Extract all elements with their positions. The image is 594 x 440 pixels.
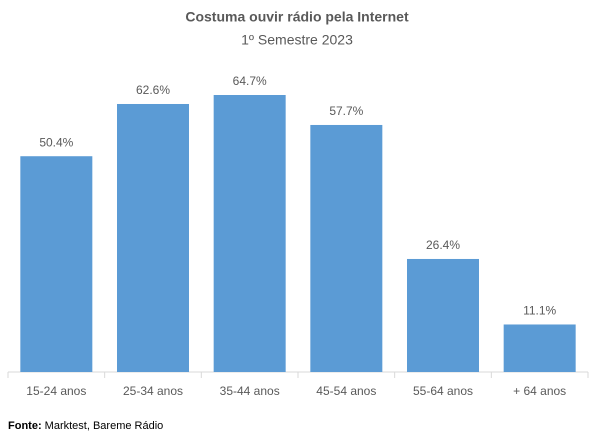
value-label: 26.4% [426, 238, 460, 252]
value-label: 50.4% [39, 135, 73, 149]
x-tick-label: 15-24 anos [26, 384, 86, 398]
bar [407, 258, 479, 372]
bar [213, 95, 286, 372]
x-tick-label: 55-64 anos [413, 384, 473, 398]
source: Fonte: Marktest, Bareme Rádio [8, 420, 163, 432]
value-label: 62.6% [136, 83, 170, 97]
bar [503, 324, 576, 372]
x-tick-label: 25-34 anos [123, 384, 183, 398]
bar [117, 103, 189, 372]
source-label: Fonte: [8, 420, 42, 432]
x-tick-label: 35-44 anos [220, 384, 280, 398]
bar [310, 124, 383, 372]
chart-title: Costuma ouvir rádio pela Internet [185, 9, 409, 25]
value-label: 11.1% [523, 304, 556, 318]
value-label: 57.7% [329, 104, 363, 118]
x-tick-label: + 64 anos [513, 384, 566, 398]
x-tick-label: 45-54 anos [316, 384, 376, 398]
chart-subtitle: 1º Semestre 2023 [241, 32, 353, 48]
source-text: Marktest, Bareme Rádio [45, 420, 164, 432]
value-label: 64.7% [233, 74, 267, 88]
bar [20, 156, 93, 372]
